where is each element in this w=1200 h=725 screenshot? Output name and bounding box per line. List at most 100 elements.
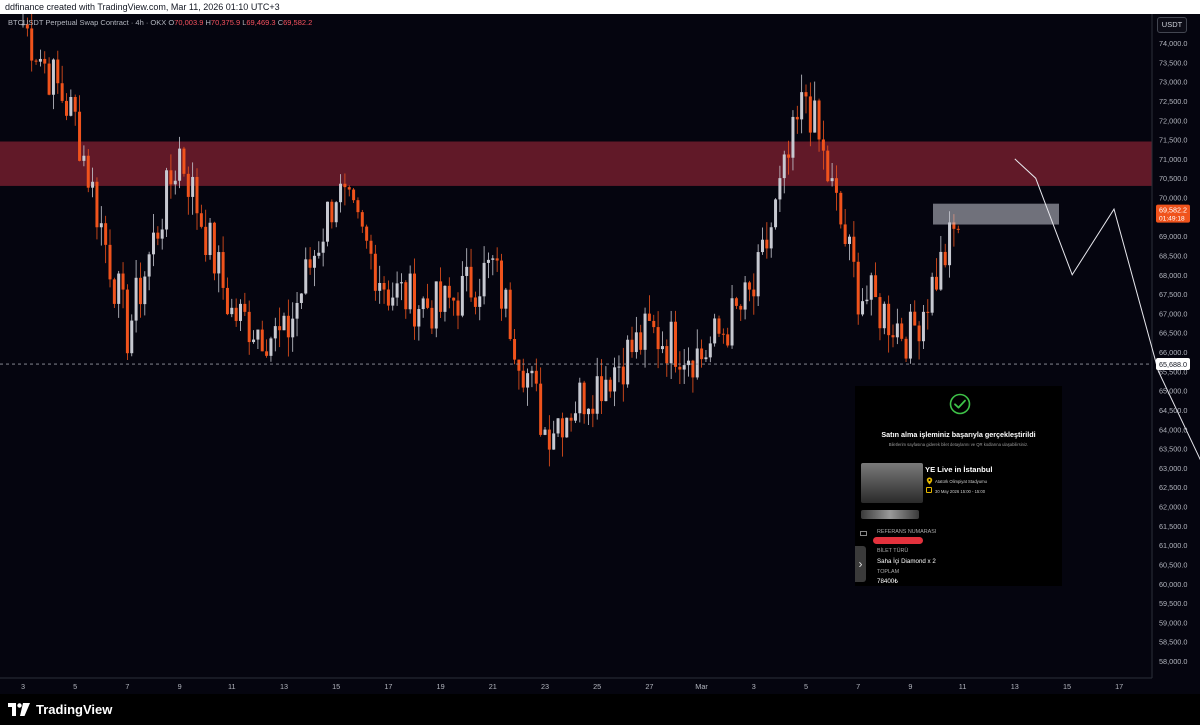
- candle-body[interactable]: [404, 282, 408, 310]
- candle-body[interactable]: [613, 367, 617, 392]
- candle-body[interactable]: [43, 58, 47, 64]
- candle-body[interactable]: [543, 429, 547, 435]
- candle-body[interactable]: [295, 302, 299, 319]
- candle-body[interactable]: [239, 303, 242, 321]
- candle-body[interactable]: [856, 261, 860, 315]
- candle-body[interactable]: [369, 240, 373, 254]
- candle-body[interactable]: [312, 255, 316, 268]
- candle-body[interactable]: [430, 307, 434, 329]
- chevron-right-icon[interactable]: ›: [855, 546, 866, 582]
- candle-body[interactable]: [634, 332, 638, 353]
- candle-body[interactable]: [465, 266, 469, 276]
- candle-body[interactable]: [917, 325, 921, 342]
- candle-body[interactable]: [382, 282, 386, 290]
- candle-body[interactable]: [578, 382, 582, 414]
- candle-body[interactable]: [595, 376, 599, 414]
- candle-body[interactable]: [656, 327, 660, 350]
- candle-body[interactable]: [713, 318, 717, 344]
- candle-body[interactable]: [321, 241, 325, 253]
- candle-body[interactable]: [621, 366, 625, 385]
- candle-body[interactable]: [948, 222, 952, 266]
- candle-body[interactable]: [421, 298, 425, 310]
- candle-body[interactable]: [473, 297, 477, 307]
- candle-body[interactable]: [813, 100, 817, 133]
- candle-body[interactable]: [365, 226, 369, 241]
- candle-body[interactable]: [778, 178, 782, 200]
- candle-body[interactable]: [565, 417, 569, 438]
- candle-body[interactable]: [117, 273, 121, 304]
- candle-body[interactable]: [682, 365, 686, 370]
- candle-body[interactable]: [639, 332, 643, 350]
- candle-body[interactable]: [38, 58, 42, 62]
- candle-body[interactable]: [78, 111, 82, 161]
- candle-body[interactable]: [108, 244, 112, 280]
- candle-body[interactable]: [478, 296, 482, 307]
- candle-body[interactable]: [386, 289, 390, 306]
- candle-body[interactable]: [608, 379, 612, 392]
- candle-body[interactable]: [808, 96, 812, 133]
- candle-body[interactable]: [391, 297, 395, 306]
- candle-body[interactable]: [952, 222, 956, 229]
- candle-body[interactable]: [178, 148, 182, 181]
- candle-body[interactable]: [547, 429, 551, 450]
- candle-body[interactable]: [704, 357, 708, 360]
- candle-body[interactable]: [212, 222, 216, 274]
- candle-body[interactable]: [21, 24, 25, 26]
- candle-body[interactable]: [756, 252, 760, 297]
- candle-body[interactable]: [182, 148, 186, 174]
- candle-body[interactable]: [82, 155, 86, 161]
- candle-body[interactable]: [486, 259, 490, 263]
- candle-body[interactable]: [761, 239, 764, 253]
- candle-body[interactable]: [317, 252, 321, 256]
- candle-body[interactable]: [895, 323, 899, 338]
- candle-body[interactable]: [326, 201, 329, 242]
- candle-body[interactable]: [195, 176, 199, 214]
- candle-body[interactable]: [726, 334, 730, 346]
- candle-body[interactable]: [582, 382, 586, 415]
- candle-body[interactable]: [230, 307, 234, 315]
- candle-body[interactable]: [86, 155, 90, 188]
- candle-body[interactable]: [443, 285, 447, 312]
- candle-body[interactable]: [260, 329, 264, 352]
- candle-body[interactable]: [343, 183, 347, 188]
- candle-body[interactable]: [878, 297, 882, 329]
- candle-body[interactable]: [791, 116, 795, 158]
- candle-body[interactable]: [652, 320, 656, 328]
- resistance-zone[interactable]: [0, 141, 1152, 186]
- candle-body[interactable]: [286, 315, 290, 338]
- candle-body[interactable]: [643, 313, 647, 350]
- candle-body[interactable]: [34, 60, 38, 62]
- candle-body[interactable]: [874, 275, 878, 298]
- candle-body[interactable]: [678, 366, 682, 370]
- candle-body[interactable]: [204, 226, 208, 255]
- candle-body[interactable]: [173, 180, 177, 185]
- candle-body[interactable]: [252, 339, 256, 343]
- candle-body[interactable]: [143, 276, 147, 305]
- candle-body[interactable]: [356, 200, 360, 213]
- candle-body[interactable]: [191, 176, 195, 197]
- candle-body[interactable]: [921, 311, 925, 342]
- candle-body[interactable]: [521, 370, 525, 388]
- candle-body[interactable]: [865, 299, 869, 302]
- candle-body[interactable]: [234, 307, 238, 321]
- candle-body[interactable]: [243, 303, 247, 312]
- candle-body[interactable]: [752, 289, 756, 297]
- candle-body[interactable]: [304, 259, 308, 294]
- candle-body[interactable]: [73, 96, 77, 112]
- candle-body[interactable]: [147, 254, 151, 277]
- candle-body[interactable]: [30, 28, 34, 61]
- candle-body[interactable]: [569, 417, 573, 421]
- candle-body[interactable]: [500, 260, 503, 309]
- candle-body[interactable]: [491, 258, 495, 260]
- projection-path[interactable]: [1014, 158, 1200, 514]
- candle-body[interactable]: [739, 305, 743, 310]
- candle-body[interactable]: [913, 311, 917, 326]
- candle-body[interactable]: [852, 236, 856, 262]
- candle-body[interactable]: [373, 253, 377, 291]
- candle-body[interactable]: [513, 339, 517, 360]
- candle-body[interactable]: [247, 311, 251, 343]
- candle-body[interactable]: [456, 300, 460, 316]
- candle-body[interactable]: [660, 346, 664, 350]
- candle-body[interactable]: [800, 92, 804, 120]
- candle-body[interactable]: [221, 252, 225, 288]
